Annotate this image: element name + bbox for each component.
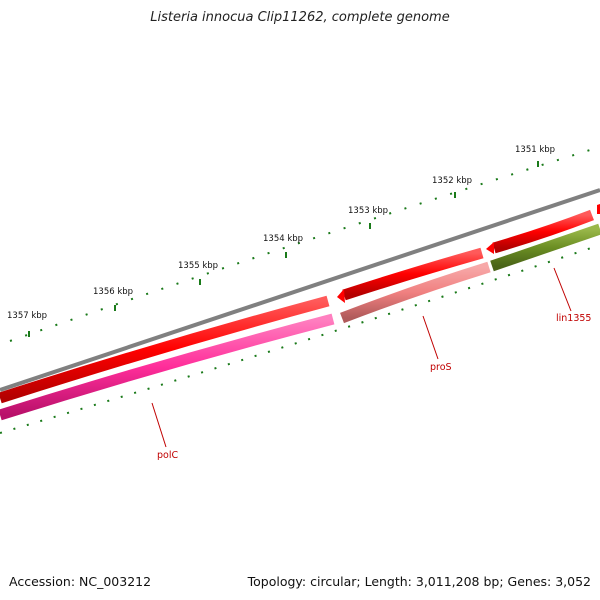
forward-cds	[0, 295, 330, 404]
accession-label: Accession: NC_003212	[9, 574, 152, 589]
tick-label: 1355 kbp	[178, 261, 218, 271]
gene-polC	[0, 313, 335, 421]
gene-proS	[340, 261, 491, 324]
callout-line-lin1355	[553, 267, 572, 312]
tick-label: 1352 kbp	[432, 176, 472, 186]
forward-cds-arrowhead	[337, 289, 345, 303]
tick-label: 1354 kbp	[263, 234, 303, 244]
genome-backbone	[0, 188, 600, 392]
tick-label: 1356 kbp	[93, 287, 133, 297]
gene-callouts: polC proS lin1355	[151, 267, 591, 461]
forward-cds-arrowhead	[486, 242, 494, 254]
callout-line-proS	[422, 315, 439, 360]
map-title: Listeria innocua Clip11262, complete gen…	[150, 10, 450, 25]
gene-label-polC: polC	[157, 450, 178, 461]
tick-label: 1357 kbp	[7, 311, 47, 321]
forward-strand-track	[0, 204, 600, 404]
forward-cds	[342, 247, 484, 301]
genome-summary: Topology: circular; Length: 3,011,208 bp…	[247, 574, 591, 589]
forward-cds	[492, 209, 594, 254]
callout-line-polC	[151, 402, 167, 448]
gene-lin1355	[490, 223, 600, 272]
outer-tick-track: 1351 kbp 1352 kbp 1353 kbp 1354 kbp 1355…	[7, 145, 591, 342]
tick-label: 1353 kbp	[348, 206, 388, 216]
tick-label: 1351 kbp	[515, 145, 555, 155]
inner-tick-track	[0, 244, 600, 434]
gene-label-proS: proS	[430, 362, 452, 373]
gene-track	[0, 223, 600, 421]
forward-cds	[597, 204, 600, 214]
gene-label-lin1355: lin1355	[556, 313, 591, 324]
